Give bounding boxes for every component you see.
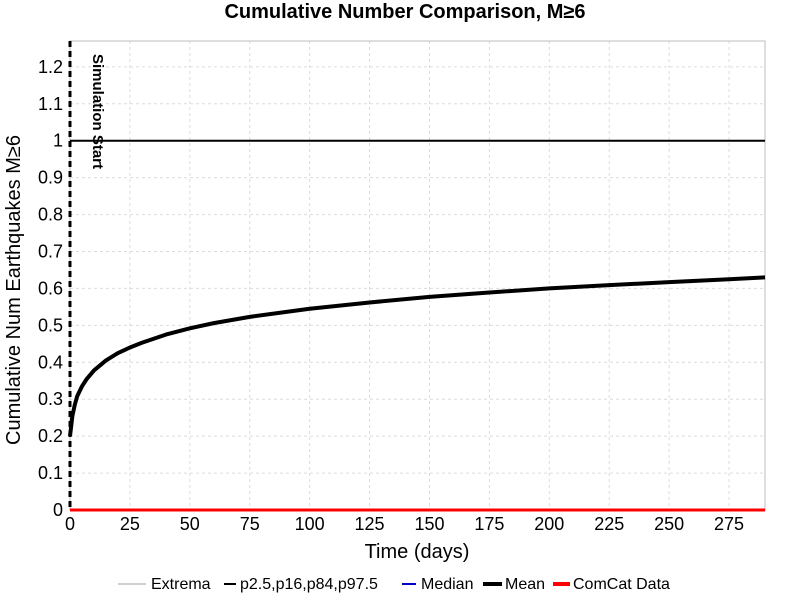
y-tick-label: 0.7 <box>38 241 63 261</box>
y-tick-label: 1.2 <box>38 57 63 77</box>
legend-label-comcat-data: ComCat Data <box>573 576 670 593</box>
y-tick-label: 0.8 <box>38 205 63 225</box>
y-tick-label: 0.9 <box>38 168 63 188</box>
chart-title: Cumulative Number Comparison, M≥6 <box>224 1 585 23</box>
x-tick-label: 275 <box>714 514 744 534</box>
legend: Extrema p2.5,p16,p84,p97.5 Median Mean ComCa… <box>118 576 670 593</box>
x-axis-ticks: 0 25 50 75 100 125 150 175 200 225 250 275 <box>65 514 744 534</box>
y-tick-label: 0.1 <box>38 463 63 483</box>
legend-label-median: Median <box>421 576 473 593</box>
x-tick-label: 50 <box>180 514 200 534</box>
y-tick-label: 1.1 <box>38 94 63 114</box>
grid <box>70 41 765 510</box>
x-tick-label: 25 <box>120 514 140 534</box>
x-tick-label: 125 <box>355 514 385 534</box>
y-tick-label: 0.2 <box>38 426 63 446</box>
x-tick-label: 225 <box>594 514 624 534</box>
legend-label-p2-5-p16-p84-p97-5: p2.5,p16,p84,p97.5 <box>240 576 378 593</box>
legend-label-extrema: Extrema <box>151 576 211 593</box>
y-tick-label: 0.6 <box>38 278 63 298</box>
y-tick-label: 0.4 <box>38 352 63 372</box>
x-tick-label: 250 <box>654 514 684 534</box>
x-tick-label: 150 <box>414 514 444 534</box>
x-tick-label: 200 <box>534 514 564 534</box>
y-axis-ticks: 0 0.1 0.2 0.3 0.4 0.5 0.6 0.7 0.8 0.9 1 1.1 1.2 <box>38 57 63 520</box>
x-tick-label: 100 <box>295 514 325 534</box>
y-tick-label: 0.5 <box>38 315 63 335</box>
x-tick-label: 75 <box>240 514 260 534</box>
y-axis-label: Cumulative Num Earthquakes M≥6 <box>3 135 25 445</box>
y-tick-label: 0 <box>53 500 63 520</box>
series-line-mean <box>68 275 766 437</box>
x-axis-label: Time (days) <box>365 541 470 563</box>
y-tick-label: 0.3 <box>38 389 63 409</box>
plot-area <box>69 40 766 511</box>
y-tick-label: 1 <box>53 131 63 151</box>
x-tick-label: 175 <box>474 514 504 534</box>
x-tick-label: 0 <box>65 514 75 534</box>
plot-marks <box>68 41 766 512</box>
simulation-start-annotation: Simulation Start <box>89 54 106 169</box>
legend-label-mean: Mean <box>505 576 545 593</box>
